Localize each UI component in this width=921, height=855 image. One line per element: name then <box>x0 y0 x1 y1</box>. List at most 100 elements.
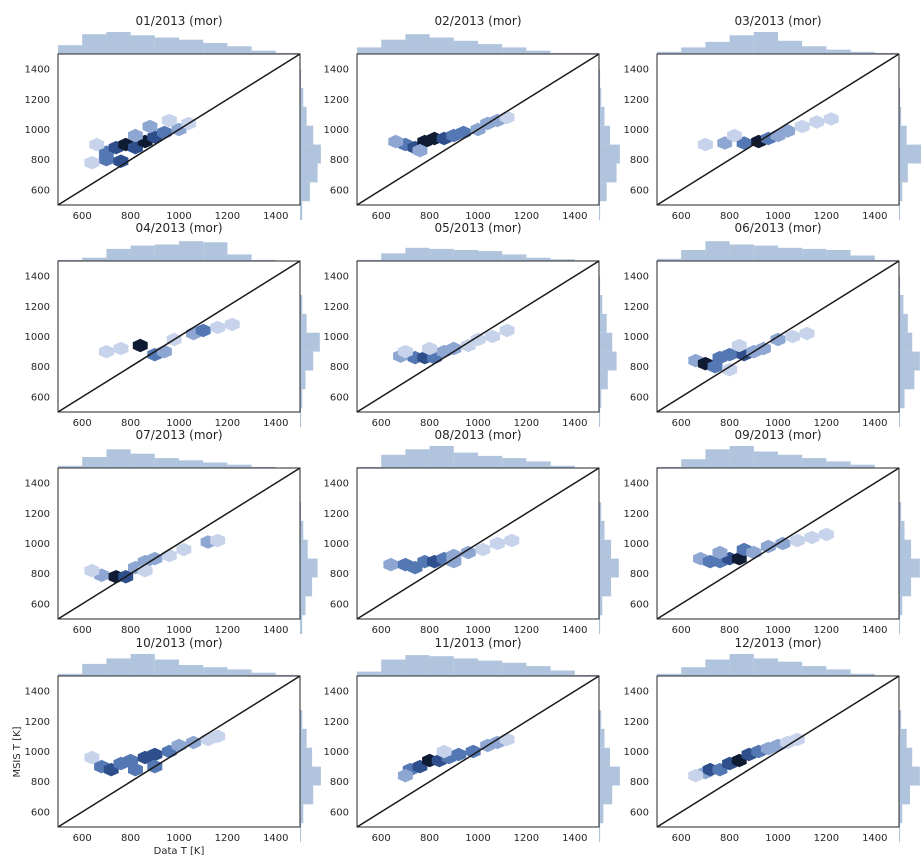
hist-y-bar <box>599 539 612 559</box>
hex-cell <box>128 762 143 777</box>
x-tick-label: 1000 <box>166 625 191 636</box>
x-tick-label: 800 <box>121 833 140 844</box>
x-tick-label: 1200 <box>514 418 539 429</box>
hex-cell <box>210 320 226 335</box>
plot-frame <box>57 467 301 620</box>
panel-title: 06/2013 (mor) <box>735 221 822 235</box>
plot-frame <box>656 260 900 413</box>
panel-5: 05/2013 (mor) 600 800 1000 1200 1400 600 800 100… <box>324 221 617 429</box>
reference-line <box>356 53 600 206</box>
hist-y-bar <box>300 577 313 597</box>
plot-frame <box>57 260 301 413</box>
hist-x-bar <box>429 248 454 261</box>
hist-x-bar <box>826 461 851 468</box>
hist-x-bar <box>203 242 228 261</box>
hex-cell <box>499 323 515 338</box>
y-tick-label: 1200 <box>624 95 649 106</box>
panel-3: 03/2013 (mor) 600 800 1000 1200 1400 600 800 100… <box>624 14 921 222</box>
hist-y-bar <box>300 106 307 126</box>
panel-title: 01/2013 (mor) <box>136 14 223 28</box>
x-tick-label: 600 <box>372 418 391 429</box>
y-tick-label: 800 <box>630 777 649 788</box>
x-tick-label: 1200 <box>514 211 539 222</box>
x-tick-label: 1400 <box>263 625 288 636</box>
hist-x-bar <box>275 52 300 54</box>
hist-y-bar <box>300 823 302 843</box>
hex-cell <box>195 323 211 338</box>
hist-x-bar <box>778 661 803 676</box>
hist-y-bar <box>899 747 913 767</box>
plot-frame <box>356 53 600 206</box>
hist-x-bar <box>874 259 899 261</box>
hex-cell <box>383 557 399 572</box>
hist-x-bar <box>681 667 706 676</box>
panel-12: 12/2013 (mor) 600 800 1000 1200 1400 600 800 100… <box>624 636 920 844</box>
y-tick-label: 1200 <box>25 302 50 313</box>
y-tick-label: 800 <box>630 569 649 580</box>
hist-x-bar <box>357 47 382 54</box>
hist-y-bar <box>599 163 617 183</box>
hist-y-bar <box>899 332 913 352</box>
hist-x-bar <box>778 247 803 261</box>
y-tick-label: 1200 <box>324 717 349 728</box>
x-tick-label: 1200 <box>514 625 539 636</box>
hex-cell <box>422 341 438 356</box>
hist-x-bar <box>802 666 827 676</box>
x-tick-label: 1000 <box>465 418 490 429</box>
hist-x-bar <box>526 461 551 468</box>
y-tick-label: 1200 <box>25 95 50 106</box>
hist-x-bar <box>58 259 83 261</box>
hist-x-bar <box>106 248 131 261</box>
hex-cell <box>785 329 800 344</box>
hex-cell <box>89 137 105 152</box>
panel-title: 07/2013 (mor) <box>136 428 223 442</box>
reference-line <box>656 467 900 620</box>
x-tick-label: 600 <box>372 211 391 222</box>
hist-y-bar <box>599 125 610 145</box>
hex-cell <box>147 747 163 762</box>
hex-cell <box>113 341 129 356</box>
hist-x-bar <box>729 244 754 261</box>
y-tick-label: 1400 <box>25 272 50 283</box>
hist-y-bar <box>599 294 603 314</box>
hist-x-bar <box>227 464 252 468</box>
hist-x-bar <box>154 244 179 261</box>
hist-x-bar <box>179 39 204 54</box>
y-tick-label: 1000 <box>624 332 649 343</box>
hist-y-bar <box>899 501 902 521</box>
hist-x-bar <box>357 259 382 261</box>
hist-y-bar <box>899 125 907 145</box>
hist-x-bar <box>82 457 107 468</box>
hist-x-bar <box>705 449 730 468</box>
y-tick-label: 600 <box>330 807 349 818</box>
hist-x-bar <box>106 658 131 676</box>
hist-x-bar <box>106 32 131 54</box>
hist-x-bar <box>826 250 851 261</box>
hist-x-bar <box>802 248 827 261</box>
hex-cell <box>132 338 148 353</box>
x-tick-label: 600 <box>73 625 92 636</box>
y-tick-label: 800 <box>330 777 349 788</box>
hist-y-bar <box>599 351 617 371</box>
x-tick-label: 1400 <box>862 418 887 429</box>
hex-cell <box>84 563 100 578</box>
hist-y-bar <box>599 728 605 748</box>
hist-x-bar <box>478 455 503 468</box>
plot-frame <box>656 675 900 828</box>
hist-y-bar <box>599 276 601 295</box>
y-tick-label: 1400 <box>25 479 50 490</box>
hist-y-bar <box>899 201 901 221</box>
hist-y-bar <box>300 408 302 428</box>
hist-y-bar <box>300 294 303 314</box>
hist-y-bar <box>599 577 612 597</box>
hist-y-bar <box>899 351 920 371</box>
hex-cell <box>722 363 738 377</box>
hist-y-bar <box>899 539 912 559</box>
hist-x-bar <box>453 452 478 468</box>
hex-cell <box>717 136 733 150</box>
hist-x-bar <box>550 465 575 468</box>
x-tick-label: 1400 <box>862 211 887 222</box>
hist-y-bar <box>899 558 920 578</box>
hex-cell <box>809 115 825 129</box>
